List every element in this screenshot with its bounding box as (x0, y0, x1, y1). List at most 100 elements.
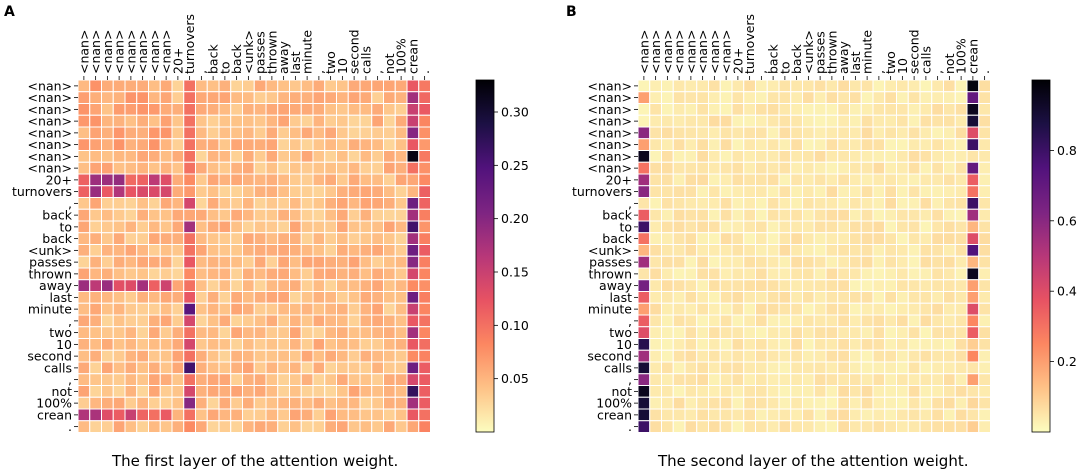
heatmap-cell (778, 373, 792, 386)
heatmap-cell (148, 385, 161, 398)
y-tick-label: <nan> (588, 149, 632, 164)
heatmap-cell (954, 185, 968, 198)
heatmap-cell (218, 208, 232, 222)
heatmap-cell (195, 408, 208, 422)
heatmap-cell (148, 185, 161, 198)
heatmap-cell (112, 267, 126, 281)
heatmap-cell (336, 373, 349, 386)
x-tick-label: passes (813, 31, 828, 74)
heatmap-cell (731, 349, 745, 363)
heatmap-cell (907, 220, 921, 234)
heatmap-cell (347, 326, 361, 339)
heatmap-cell (77, 267, 91, 281)
heatmap-cell (195, 79, 208, 93)
heatmap-cell (218, 420, 232, 433)
heatmap-cell (230, 314, 243, 328)
heatmap-cell (684, 361, 698, 375)
heatmap-cell (253, 220, 267, 234)
heatmap-cell (218, 126, 232, 140)
heatmap-cell (300, 255, 314, 269)
heatmap-cell (206, 314, 220, 328)
heatmap-cell (347, 232, 361, 245)
heatmap-cell (661, 349, 674, 363)
heatmap-cell (649, 197, 662, 210)
heatmap-cell (183, 408, 196, 422)
heatmap-cell (230, 267, 243, 281)
heatmap-cell (931, 291, 944, 304)
heatmap-cell (101, 208, 114, 222)
heatmap-cell (778, 244, 792, 257)
heatmap-cell (124, 173, 138, 187)
heatmap-cell (183, 220, 196, 234)
heatmap-cell (159, 91, 173, 104)
heatmap-cell (77, 232, 91, 245)
heatmap-cell (265, 103, 279, 116)
heatmap-cell (743, 255, 756, 269)
heatmap-cell (383, 314, 396, 328)
heatmap-cell (195, 126, 208, 140)
heatmap-cell (766, 385, 780, 398)
heatmap-cell (406, 279, 420, 292)
heatmap-cell (837, 385, 850, 398)
heatmap-cell (661, 338, 674, 351)
heatmap-cell (637, 291, 651, 304)
heatmap-cell (872, 232, 886, 245)
heatmap-cell (359, 255, 373, 269)
heatmap-cell (418, 244, 431, 257)
heatmap-cell (931, 161, 944, 175)
heatmap-cell (136, 396, 149, 410)
heatmap-cell (277, 220, 290, 234)
heatmap-cell (778, 408, 792, 422)
heatmap-cell (766, 91, 780, 104)
heatmap-cell (896, 91, 909, 104)
heatmap-cell (708, 197, 721, 210)
heatmap-cell (943, 79, 956, 93)
heatmap-cell (253, 314, 267, 328)
heatmap-cell (743, 326, 756, 339)
heatmap-cell (136, 314, 149, 328)
heatmap-cell (766, 244, 780, 257)
heatmap-cell (230, 79, 243, 93)
heatmap-cell (943, 349, 956, 363)
heatmap-cell (406, 361, 420, 375)
heatmap-cell (743, 220, 756, 234)
heatmap-cell (289, 138, 302, 151)
heatmap-cell (766, 291, 780, 304)
panel-letter-b: B (566, 4, 577, 20)
heatmap-cell (300, 385, 314, 398)
heatmap-cell (672, 396, 686, 410)
heatmap-cell (394, 291, 408, 304)
heatmap-cell (860, 267, 874, 281)
heatmap-cell (336, 338, 349, 351)
heatmap-cell (884, 185, 897, 198)
heatmap-cell (790, 173, 803, 187)
heatmap-cell (719, 232, 733, 245)
heatmap-cell (943, 220, 956, 234)
heatmap-cell (978, 279, 991, 292)
colorbar-tick-label: 0.20 (501, 211, 529, 226)
heatmap-cell (802, 314, 815, 328)
heatmap-cell (708, 232, 721, 245)
heatmap-cell (171, 385, 185, 398)
heatmap-cell (661, 197, 674, 210)
heatmap-panel-a: <nan><nan><nan><nan><nan><nan><nan><nan>… (12, 14, 529, 434)
heatmap-cell (719, 349, 733, 363)
heatmap-cell (206, 267, 220, 281)
x-tick-label: not (942, 53, 957, 74)
y-tick-label: <nan> (588, 114, 632, 129)
heatmap-cell (755, 314, 768, 328)
heatmap-cell (300, 314, 314, 328)
heatmap-cell (136, 79, 149, 93)
heatmap-cell (265, 173, 279, 187)
heatmap-cell (954, 150, 968, 163)
heatmap-cell (277, 103, 290, 116)
heatmap-cell (966, 91, 980, 104)
heatmap-cell (242, 396, 255, 410)
heatmap-cell (124, 291, 138, 304)
heatmap-cell (825, 185, 839, 198)
heatmap-cell (101, 314, 114, 328)
heatmap-cell (755, 255, 768, 269)
heatmap-cell (77, 279, 91, 292)
heatmap-cell (731, 161, 745, 175)
heatmap-cell (265, 291, 279, 304)
